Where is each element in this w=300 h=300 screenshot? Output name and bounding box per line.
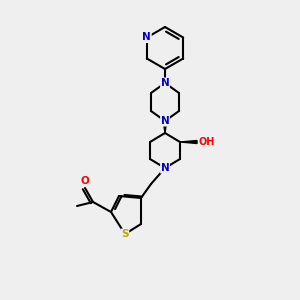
Text: N: N bbox=[160, 116, 169, 126]
Text: N: N bbox=[142, 32, 151, 43]
Text: N: N bbox=[160, 78, 169, 88]
Text: N: N bbox=[160, 163, 169, 173]
Text: S: S bbox=[121, 229, 129, 239]
Text: OH: OH bbox=[199, 137, 215, 147]
Text: O: O bbox=[81, 176, 89, 186]
Polygon shape bbox=[180, 140, 197, 143]
Polygon shape bbox=[163, 121, 167, 133]
